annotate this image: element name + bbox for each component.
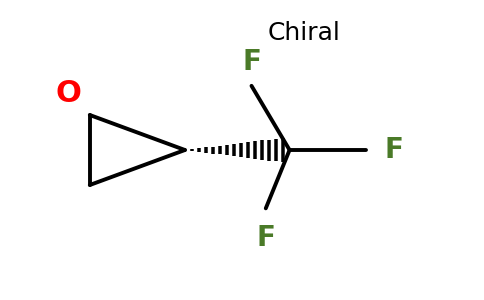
Text: Chiral: Chiral [267, 21, 340, 45]
Text: F: F [257, 224, 275, 251]
Text: F: F [385, 136, 404, 164]
Text: O: O [56, 79, 81, 108]
Text: F: F [242, 49, 261, 76]
